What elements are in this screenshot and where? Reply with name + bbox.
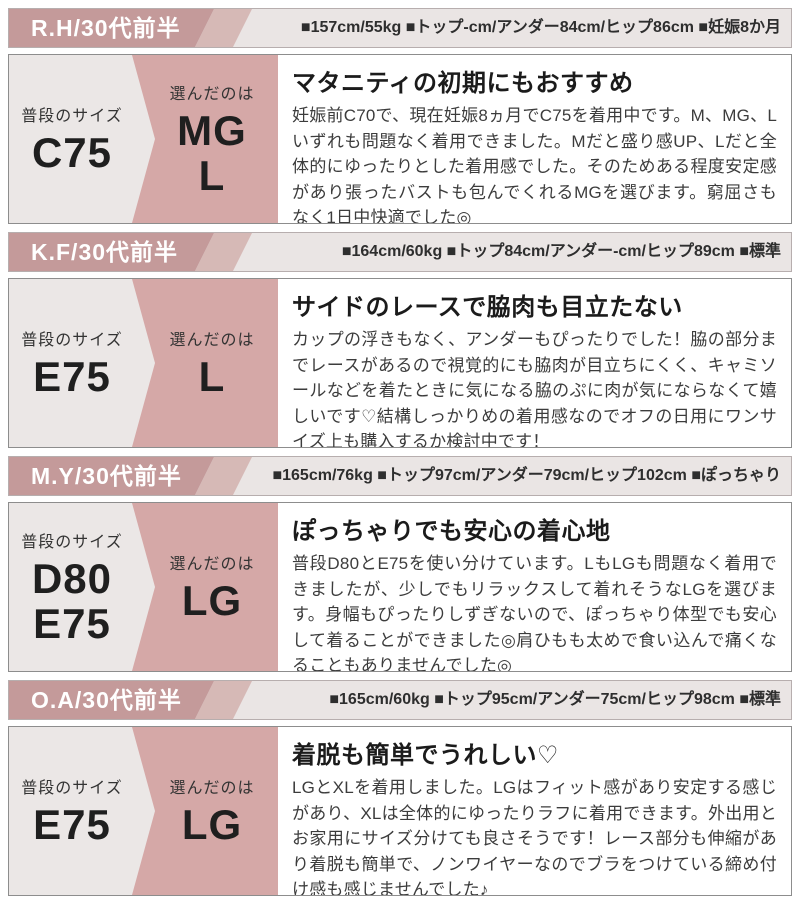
chosen-size-value-2: L — [198, 151, 226, 199]
chosen-size-panel: 選んだのは L — [132, 279, 278, 447]
reviewer-name: O.A/30代前半 — [31, 687, 182, 713]
usual-size-label: 普段のサイズ — [21, 108, 123, 126]
reviewer-name: R.H/30代前半 — [31, 15, 181, 41]
review-body-panel: 選んだのは LG 普段のサイズ D80 E75 ぽっちゃりでも安心の着心地 普段… — [8, 502, 792, 672]
chosen-size-value: LG — [181, 577, 243, 625]
chosen-size-panel: 選んだのは LG — [132, 727, 278, 895]
usual-size-value: C75 — [31, 129, 113, 177]
chosen-size-label: 選んだのは — [169, 85, 255, 103]
chosen-size-value: LG — [181, 801, 243, 849]
usual-size-label: 普段のサイズ — [21, 533, 123, 551]
usual-size-value: D80 — [31, 554, 113, 602]
review-title: 着脱も簡単でうれしい♡ — [292, 742, 560, 769]
reviewer-header: K.F/30代前半 ■164cm/60kg ■トップ84cm/アンダー-cm/ヒ… — [8, 232, 792, 272]
usual-size-panel: 普段のサイズ C75 — [9, 55, 155, 223]
review-card: M.Y/30代前半 ■165cm/76kg ■トップ97cm/アンダー79cm/… — [8, 456, 792, 672]
usual-size-value: E75 — [33, 353, 111, 401]
review-text: 普段D80とE75を使い分けています。LもLGも問題なく着用できましたが、少しで… — [292, 554, 777, 672]
review-text: LGとXLを着用しました。LGはフィット感があり安定する感じがあり、XLは全体的… — [292, 778, 777, 896]
usual-size-panel: 普段のサイズ E75 — [9, 279, 155, 447]
reviewer-stats: ■164cm/60kg ■トップ84cm/アンダー-cm/ヒップ89cm ■標準 — [341, 243, 781, 260]
chosen-size-label: 選んだのは — [169, 332, 255, 350]
reviewer-stats: ■165cm/76kg ■トップ97cm/アンダー79cm/ヒップ102cm ■… — [272, 467, 781, 484]
reviewer-badge — [9, 457, 214, 495]
review-text-area: 着脱も簡単でうれしい♡ LGとXLを着用しました。LGはフィット感があり安定する… — [278, 727, 791, 895]
reviewer-header: O.A/30代前半 ■165cm/60kg ■トップ95cm/アンダー75cm/… — [8, 680, 792, 720]
review-title: ぽっちゃりでも安心の着心地 — [292, 518, 611, 545]
usual-size-label: 普段のサイズ — [21, 780, 123, 798]
chosen-size-label: 選んだのは — [169, 556, 255, 574]
review-title: サイドのレースで脇肉も目立たない — [292, 294, 683, 321]
chosen-size-value: L — [198, 353, 226, 401]
chosen-size-panel: 選んだのは MG L — [132, 55, 278, 223]
reviewer-badge — [9, 9, 214, 47]
review-text: カップの浮きもなく、アンダーもぴったりでした！脇の部分までレースがあるので視覚的… — [292, 330, 777, 448]
reviewer-header: M.Y/30代前半 ■165cm/76kg ■トップ97cm/アンダー79cm/… — [8, 456, 792, 496]
review-card: R.H/30代前半 ■157cm/55kg ■トップ-cm/アンダー84cm/ヒ… — [8, 8, 792, 224]
reviewer-stats: ■157cm/55kg ■トップ-cm/アンダー84cm/ヒップ86cm ■妊娠… — [300, 19, 781, 36]
usual-size-value: E75 — [33, 801, 111, 849]
review-body-panel: 選んだのは L 普段のサイズ E75 サイドのレースで脇肉も目立たない カップの… — [8, 278, 792, 448]
chosen-size-label: 選んだのは — [169, 780, 255, 798]
reviewer-badge — [9, 233, 214, 271]
review-text-area: サイドのレースで脇肉も目立たない カップの浮きもなく、アンダーもぴったりでした！… — [278, 279, 791, 447]
review-text-area: マタニティの初期にもおすすめ 妊娠前C70で、現在妊娠8ヵ月でC75を着用中です… — [278, 55, 791, 223]
usual-size-value-2: E75 — [33, 599, 111, 647]
reviewer-header: R.H/30代前半 ■157cm/55kg ■トップ-cm/アンダー84cm/ヒ… — [8, 8, 792, 48]
reviewer-name: M.Y/30代前半 — [31, 463, 182, 489]
usual-size-panel: 普段のサイズ E75 — [9, 727, 155, 895]
reviewer-stats: ■165cm/60kg ■トップ95cm/アンダー75cm/ヒップ98cm ■標… — [329, 691, 781, 708]
review-text: 妊娠前C70で、現在妊娠8ヵ月でC75を着用中です。M、MG、Lいずれも問題なく… — [292, 106, 777, 224]
reviewer-badge — [9, 681, 214, 719]
usual-size-panel: 普段のサイズ D80 E75 — [9, 503, 155, 671]
chosen-size-panel: 選んだのは LG — [132, 503, 278, 671]
chosen-size-value: MG — [177, 106, 247, 154]
reviewer-name: K.F/30代前半 — [31, 239, 179, 265]
review-card: K.F/30代前半 ■164cm/60kg ■トップ84cm/アンダー-cm/ヒ… — [8, 232, 792, 448]
review-card: O.A/30代前半 ■165cm/60kg ■トップ95cm/アンダー75cm/… — [8, 680, 792, 896]
review-body-panel: 選んだのは LG 普段のサイズ E75 着脱も簡単でうれしい♡ LGとXLを着用… — [8, 726, 792, 896]
review-body-panel: 選んだのは MG L 普段のサイズ C75 マタニティの初期にもおすすめ 妊娠前… — [8, 54, 792, 224]
usual-size-label: 普段のサイズ — [21, 332, 123, 350]
review-title: マタニティの初期にもおすすめ — [292, 70, 634, 97]
review-text-area: ぽっちゃりでも安心の着心地 普段D80とE75を使い分けています。LもLGも問題… — [278, 503, 791, 671]
